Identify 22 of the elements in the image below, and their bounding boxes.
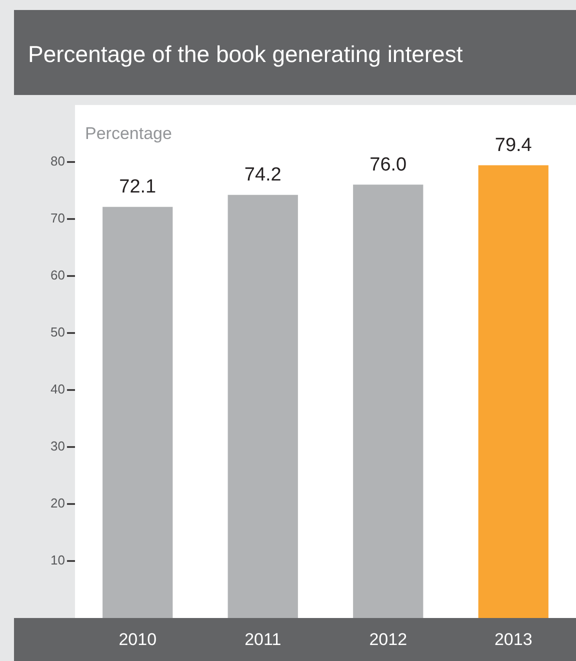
y-tick-label: 20 <box>50 496 65 511</box>
data-label: 79.4 <box>494 134 532 156</box>
x-tick-label: 2011 <box>244 630 282 649</box>
x-tick-label: 2010 <box>118 630 157 649</box>
bar <box>102 206 173 618</box>
bar <box>478 165 548 618</box>
y-tick-label: 10 <box>50 552 65 568</box>
bar <box>353 184 424 618</box>
bar <box>228 194 298 618</box>
y-tick-label: 30 <box>50 438 65 454</box>
data-label: 74.2 <box>244 164 282 186</box>
chart-title: Percentage of the book generating interest <box>14 10 576 95</box>
x-tick-label: 2012 <box>369 630 408 649</box>
data-label: 76.0 <box>370 154 407 176</box>
y-tick-label: 70 <box>50 210 65 226</box>
y-tick-label: 80 <box>50 153 65 168</box>
y-axis-title: Percentage <box>85 124 172 143</box>
y-tick-label: 40 <box>50 381 65 396</box>
data-label: 72.1 <box>119 176 156 198</box>
y-tick-label: 60 <box>50 267 65 282</box>
x-tick-label: 2013 <box>494 630 532 649</box>
y-tick-label: 50 <box>50 324 65 340</box>
